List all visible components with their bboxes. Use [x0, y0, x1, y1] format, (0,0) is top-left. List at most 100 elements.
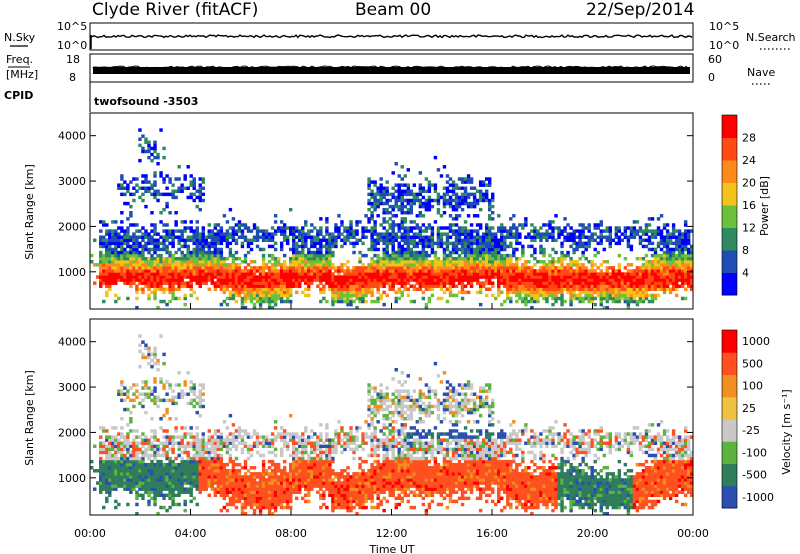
power-cell: [349, 226, 353, 230]
power-cell: [463, 229, 468, 233]
power-cell: [313, 278, 317, 282]
power-cell: [533, 256, 537, 261]
power-cell: [638, 281, 643, 285]
power-cell: [530, 278, 534, 282]
velocity-cell: [180, 435, 184, 439]
power-cell: [105, 272, 109, 276]
velocity-cell: [165, 475, 169, 479]
power-cell: [494, 275, 498, 279]
power-cell: [436, 207, 441, 212]
power-cell: [415, 250, 420, 255]
power-cell: [180, 189, 184, 194]
power-cell: [662, 266, 667, 270]
power-cell: [653, 247, 658, 252]
velocity-cell: [141, 340, 145, 344]
power-cell: [542, 296, 546, 301]
power-cell: [334, 275, 338, 279]
power-cell: [153, 140, 157, 145]
power-cell: [512, 253, 516, 258]
power-cell: [475, 272, 480, 276]
power-cell: [153, 296, 157, 301]
power-cell: [123, 266, 127, 270]
power-cell: [234, 272, 239, 276]
power-cell: [165, 266, 169, 270]
velocity-cell: [180, 389, 184, 393]
power-cell: [644, 272, 649, 276]
power-cell: [427, 235, 432, 239]
velocity-cell: [174, 478, 178, 482]
velocity-cell: [111, 469, 115, 473]
power-cell: [406, 253, 410, 258]
power-cell: [605, 269, 609, 273]
velocity-cell: [135, 450, 139, 455]
power-cell: [403, 275, 407, 279]
power-cell: [204, 275, 208, 279]
velocity-cell: [117, 484, 121, 488]
power-cell: [165, 302, 169, 307]
power-cell: [536, 290, 540, 295]
velocity-cell: [120, 417, 124, 421]
power-cell: [102, 220, 106, 224]
velocity-cell: [111, 478, 115, 482]
power-cell: [427, 263, 432, 267]
power-cell: [138, 250, 142, 255]
power-cell: [276, 226, 281, 230]
power-cell: [551, 275, 555, 279]
power-cell: [364, 281, 368, 285]
power-cell: [638, 226, 643, 230]
power-cell: [421, 195, 426, 200]
velocity-cell: [162, 383, 166, 387]
power-cell: [677, 263, 682, 267]
power-cell: [201, 198, 205, 203]
power-cell: [135, 278, 139, 282]
power-cell: [632, 275, 637, 279]
power-cell: [668, 281, 673, 285]
velocity-cell: [120, 469, 124, 473]
power-cell: [503, 253, 507, 258]
power-cell: [141, 290, 145, 295]
power-cell: [617, 278, 622, 282]
power-cell: [641, 266, 646, 270]
power-cell: [617, 238, 622, 243]
power-cell: [123, 186, 127, 190]
velocity-cell: [135, 490, 139, 494]
power-cell: [665, 263, 670, 267]
power-cell: [204, 253, 208, 258]
power-cell: [581, 223, 585, 227]
velocity-cell: [165, 392, 169, 396]
power-cell: [231, 238, 236, 243]
power-cell: [298, 284, 302, 288]
power-cell: [177, 275, 181, 279]
power-cell: [400, 238, 404, 243]
velocity-cell: [141, 355, 145, 360]
power-cell: [460, 192, 465, 197]
power-cell: [367, 192, 371, 197]
power-cell: [222, 275, 227, 279]
velocity-cell: [111, 472, 115, 476]
power-cell: [388, 263, 392, 267]
power-cell: [617, 266, 622, 270]
power-cell: [560, 253, 564, 258]
power-cell: [186, 260, 190, 264]
power-cell: [391, 220, 395, 224]
power-cell: [632, 293, 637, 298]
velocity-cell: [141, 441, 145, 445]
velocity-cell: [111, 438, 115, 442]
power-cell: [382, 256, 386, 261]
power-cell: [123, 275, 127, 279]
power-cell: [650, 281, 655, 285]
power-cell: [439, 284, 444, 288]
power-cell: [530, 284, 534, 288]
power-cell: [391, 186, 395, 190]
power-cell: [180, 269, 184, 273]
power-cell: [424, 235, 429, 239]
power-cell: [409, 198, 414, 203]
velocity-cell: [138, 484, 142, 488]
power-cell: [457, 253, 462, 258]
power-cell: [246, 263, 251, 267]
power-cell: [319, 232, 323, 236]
power-cell: [680, 281, 685, 285]
power-cell: [382, 281, 386, 285]
power-cell: [310, 275, 314, 279]
power-cell: [165, 275, 169, 279]
